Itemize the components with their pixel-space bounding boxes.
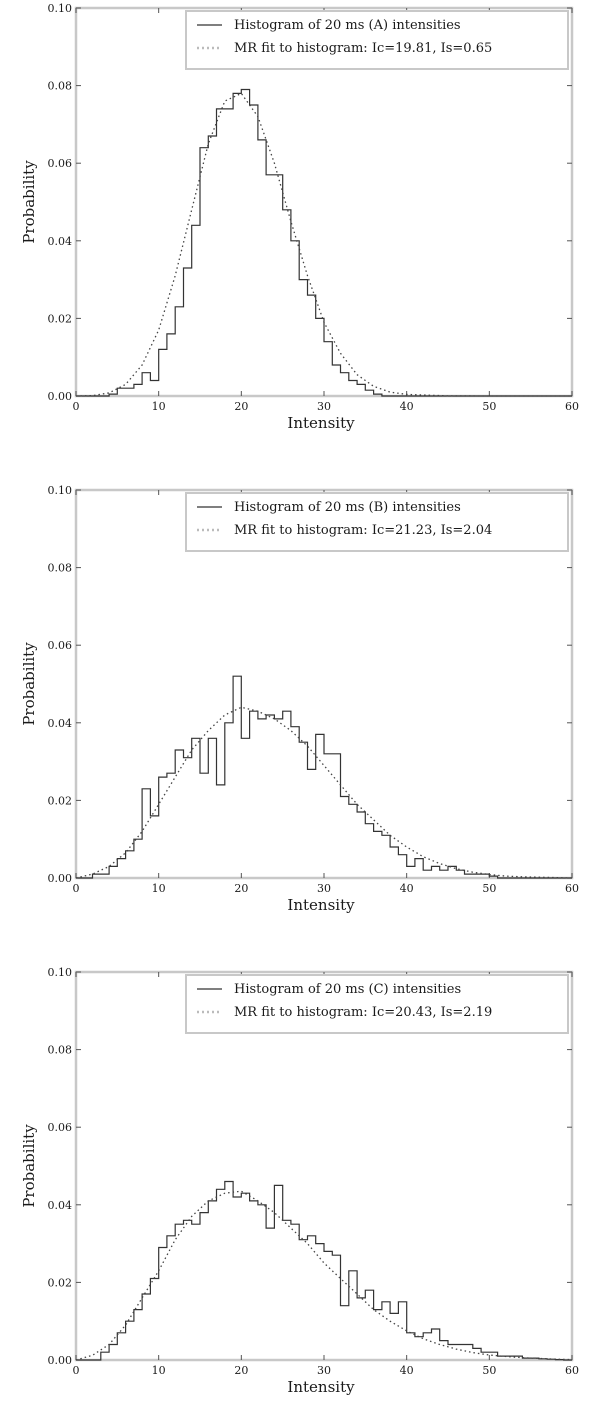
y-tick-label: 0.06 — [48, 157, 73, 170]
x-tick-label: 10 — [152, 882, 166, 895]
y-tick-label: 0.08 — [48, 80, 73, 93]
chart-panel-a: 0 10 20 30 40 50 60 0.00 0.02 0.04 0.06 0.08 0.10 Int… — [20, 2, 579, 432]
x-tick-label: 40 — [400, 400, 414, 413]
chart-panel-b: 0 10 20 30 40 50 60 0.00 0.02 0.04 0.06 0.08 0.10 Int… — [20, 484, 579, 914]
x-tick-label: 50 — [482, 882, 496, 895]
histogram-series-line — [76, 88, 572, 397]
y-tick-label: 0.02 — [48, 312, 73, 325]
legend-box — [185, 10, 569, 70]
x-tick-label: 40 — [400, 1364, 414, 1377]
y-tick-label: 0.10 — [48, 966, 73, 979]
y-tick-label: 0.08 — [48, 562, 73, 575]
legend-box — [185, 492, 569, 552]
legend-label: MR fit to histogram: Ic=20.43, Is=2.19 — [234, 1005, 492, 1020]
y-tick-label: 0.08 — [48, 1044, 73, 1057]
histogram-series-line — [76, 1180, 572, 1361]
chart-panel-c: 0 10 20 30 40 50 60 0.00 0.02 0.04 0.06 0.08 0.10 Int… — [20, 966, 579, 1396]
y-tick-label: 0.04 — [48, 235, 73, 248]
y-tick-label: 0.02 — [48, 1276, 73, 1289]
x-tick-label: 30 — [317, 400, 331, 413]
y-tick-label: 0.10 — [48, 484, 73, 497]
y-axis-title: Probability — [20, 642, 38, 726]
y-tick-label: 0.02 — [48, 794, 73, 807]
legend: Histogram of 20 ms (A) intensities MR fit… — [185, 10, 569, 70]
fit-series-line — [75, 1190, 573, 1361]
x-tick-label: 60 — [565, 882, 579, 895]
legend: Histogram of 20 ms (C) intensities MR fit… — [185, 974, 569, 1034]
x-tick-label: 30 — [317, 1364, 331, 1377]
y-tick-label: 0.04 — [48, 1199, 73, 1212]
legend-label: MR fit to histogram: Ic=19.81, Is=0.65 — [234, 41, 492, 56]
y-tick-label: 0.04 — [48, 717, 73, 730]
x-tick-label: 20 — [234, 400, 248, 413]
x-tick-label: 0 — [73, 882, 80, 895]
x-tick-label: 0 — [73, 1364, 80, 1377]
y-tick-label: 0.10 — [48, 2, 73, 15]
x-tick-label: 50 — [482, 400, 496, 413]
y-tick-label: 0.00 — [48, 1354, 73, 1367]
y-axis-title: Probability — [20, 160, 38, 244]
x-tick-label: 0 — [73, 400, 80, 413]
legend-label: Histogram of 20 ms (B) intensities — [234, 500, 461, 515]
x-tick-label: 10 — [152, 1364, 166, 1377]
legend-label: Histogram of 20 ms (C) intensities — [234, 982, 461, 997]
fit-series-line — [75, 92, 572, 397]
y-tick-label: 0.06 — [48, 639, 73, 652]
x-tick-label: 50 — [482, 1364, 496, 1377]
fit-series-line — [75, 706, 573, 879]
x-tick-label: 20 — [234, 1364, 248, 1377]
legend-box — [185, 974, 569, 1034]
legend-label: Histogram of 20 ms (A) intensities — [234, 18, 461, 33]
x-tick-label: 60 — [565, 400, 579, 413]
y-axis-title: Probability — [20, 1124, 38, 1208]
x-axis-title: Intensity — [287, 896, 355, 914]
legend: Histogram of 20 ms (B) intensities MR fit… — [185, 492, 569, 552]
histogram-series-line — [76, 675, 572, 879]
y-tick-label: 0.06 — [48, 1121, 73, 1134]
legend-label: MR fit to histogram: Ic=21.23, Is=2.04 — [234, 523, 492, 538]
x-tick-label: 20 — [234, 882, 248, 895]
y-tick-label: 0.00 — [48, 390, 73, 403]
x-tick-label: 40 — [400, 882, 414, 895]
x-tick-label: 60 — [565, 1364, 579, 1377]
x-axis-title: Intensity — [287, 1378, 355, 1396]
x-tick-label: 10 — [152, 400, 166, 413]
x-axis-title: Intensity — [287, 414, 355, 432]
x-tick-label: 30 — [317, 882, 331, 895]
y-tick-label: 0.00 — [48, 872, 73, 885]
